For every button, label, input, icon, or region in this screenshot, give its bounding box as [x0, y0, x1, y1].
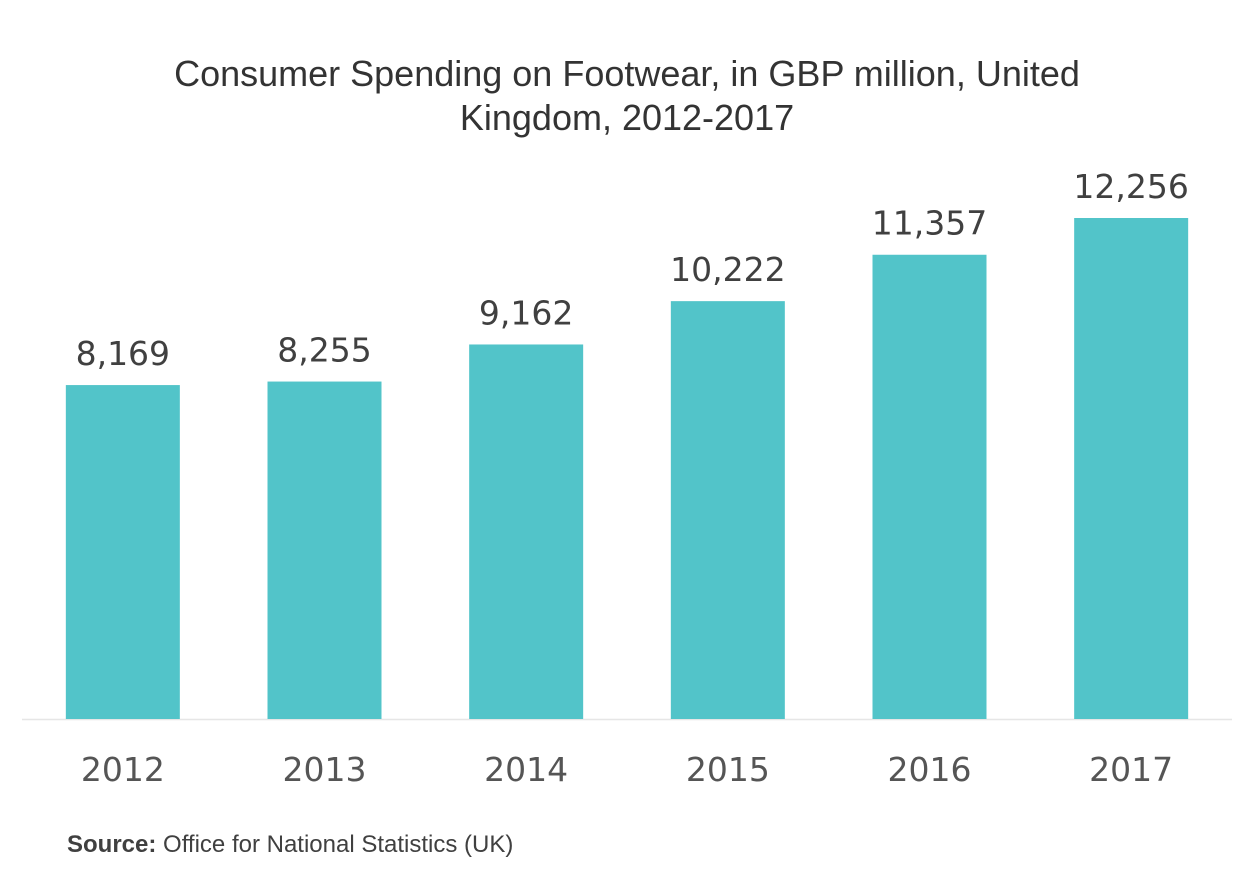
- x-tick-label-2016: 2016: [888, 750, 972, 789]
- bar-2012: [65, 385, 180, 719]
- x-tick-label-2012: 2012: [81, 750, 165, 789]
- data-label-2016: 11,357: [872, 204, 987, 243]
- source-note: Source: Office for National Statistics (…: [67, 831, 513, 859]
- data-label-2013: 8,255: [277, 331, 371, 370]
- chart-title: Consumer Spending on Footwear, in GBP mi…: [174, 53, 1080, 138]
- x-tick-labels-group: 2012 2013 2014 2015 2016 2017: [81, 750, 1173, 789]
- data-label-2012: 8,169: [76, 334, 170, 373]
- bar-2017: [1074, 218, 1189, 719]
- source-label: Source:: [67, 831, 157, 858]
- bar-2015: [670, 301, 785, 719]
- bar-2016: [872, 254, 987, 719]
- data-label-2017: 12,256: [1073, 167, 1188, 206]
- x-tick-label-2013: 2013: [283, 750, 367, 789]
- bars-group: [65, 218, 1189, 719]
- data-labels-group: 8,169 8,255 9,162 10,222 11,357 12,256: [76, 167, 1189, 373]
- data-label-2015: 10,222: [670, 250, 785, 289]
- x-tick-label-2015: 2015: [686, 750, 770, 789]
- data-label-2014: 9,162: [479, 293, 573, 332]
- bar-2014: [469, 344, 584, 719]
- source-text: Office for National Statistics (UK): [163, 831, 514, 858]
- bar-2013: [267, 381, 382, 719]
- x-tick-label-2017: 2017: [1089, 750, 1173, 789]
- x-tick-label-2014: 2014: [484, 750, 568, 789]
